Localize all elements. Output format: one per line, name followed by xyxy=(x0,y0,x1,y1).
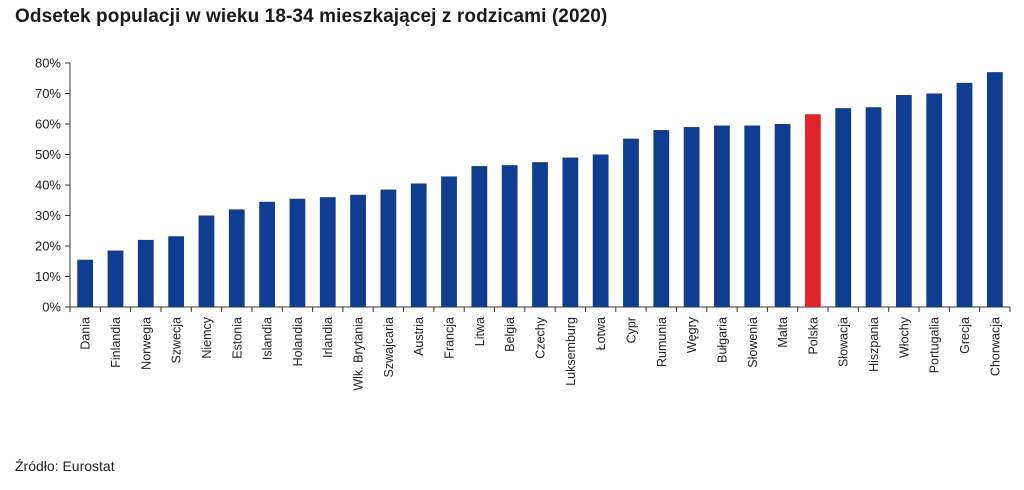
bar xyxy=(501,165,518,307)
x-category-label: Estonia xyxy=(230,317,244,359)
y-tick-label: 10% xyxy=(35,269,61,284)
y-tick-label: 80% xyxy=(35,56,61,71)
x-category-label: Bułgaria xyxy=(715,317,729,363)
x-category-label: Niemcy xyxy=(200,316,214,358)
y-axis: 0% 10% 20% 30% 40% 50% 60% 70% 80% xyxy=(35,56,1010,315)
bar xyxy=(289,198,306,307)
bar xyxy=(744,125,761,307)
x-category-label: Czechy xyxy=(534,316,548,358)
bar xyxy=(350,194,366,307)
x-category-label: Holandia xyxy=(291,317,305,366)
y-tick-label: 30% xyxy=(35,208,61,223)
x-category-label: Malta xyxy=(776,317,790,348)
y-tick-label: 20% xyxy=(35,239,61,254)
bar xyxy=(228,209,245,307)
bar xyxy=(835,108,852,307)
x-category-label: Węgry xyxy=(685,316,699,353)
bar xyxy=(137,239,154,307)
x-category-label: Słowenia xyxy=(746,317,760,368)
x-category-label: Chorwacja xyxy=(988,317,1002,376)
bar xyxy=(259,201,275,307)
bar xyxy=(592,154,609,307)
x-category-label: Irlandia xyxy=(321,317,335,358)
x-category-label: Norwegia xyxy=(139,317,153,370)
bar xyxy=(805,114,821,308)
y-tick-label: 60% xyxy=(35,117,61,132)
bar xyxy=(380,189,397,307)
x-category-label: Szwajcaria xyxy=(382,317,396,377)
chart-title: Odsetek populacji w wieku 18-34 mieszkaj… xyxy=(15,6,608,27)
x-category-label: Austria xyxy=(412,317,426,356)
x-category-label: Dania xyxy=(79,317,93,350)
x-category-label: Portugalia xyxy=(928,317,942,373)
bar xyxy=(562,157,579,307)
x-category-label: Szwecja xyxy=(170,317,184,364)
bars xyxy=(77,72,1003,308)
bar xyxy=(956,82,973,307)
bar xyxy=(865,107,882,307)
x-axis-labels: Dania Finlandia Norwegia Szwecja Niemcy Eston… xyxy=(69,307,1011,391)
x-category-label: Francja xyxy=(443,317,457,359)
bar xyxy=(198,215,215,307)
x-category-label: Litwa xyxy=(473,317,487,346)
bar xyxy=(653,130,670,307)
x-category-label: Rumunia xyxy=(655,317,669,367)
x-category-label: Finlandia xyxy=(109,317,123,368)
bar xyxy=(410,183,427,307)
bar xyxy=(168,236,185,307)
y-tick-label: 70% xyxy=(35,86,61,101)
bar xyxy=(926,93,943,307)
x-category-label: Belgia xyxy=(503,317,517,352)
bar xyxy=(77,259,94,307)
x-category-label: Islandia xyxy=(261,317,275,360)
x-category-label: Cypr xyxy=(624,317,638,343)
x-category-label: Grecja xyxy=(958,317,972,354)
bar xyxy=(623,138,639,307)
bar xyxy=(774,124,791,307)
x-category-label: Łotwa xyxy=(594,317,608,350)
x-category-label: Luksemburg xyxy=(564,317,578,386)
x-category-label: Słowacja xyxy=(837,317,851,367)
bar xyxy=(471,166,488,307)
y-tick-label: 40% xyxy=(35,178,61,193)
y-tick-label: 0% xyxy=(42,300,61,315)
x-category-label: Wlk. Brytania xyxy=(352,317,366,391)
bar xyxy=(683,127,700,307)
bar xyxy=(714,125,730,307)
bar xyxy=(107,250,124,307)
x-category-label: Włochy xyxy=(897,316,911,358)
source-note: Źródło: Eurostat xyxy=(15,458,115,474)
bar xyxy=(319,197,336,307)
bar xyxy=(532,162,548,308)
bar xyxy=(895,95,912,307)
x-category-label: Hiszpania xyxy=(867,317,881,372)
bar-chart: 0% 10% 20% 30% 40% 50% 60% 70% 80% Dania Finlandi… xyxy=(35,56,1011,391)
bar xyxy=(986,72,1003,308)
bar xyxy=(441,176,457,307)
y-tick-label: 50% xyxy=(35,147,61,162)
x-category-label: Polska xyxy=(806,317,820,355)
